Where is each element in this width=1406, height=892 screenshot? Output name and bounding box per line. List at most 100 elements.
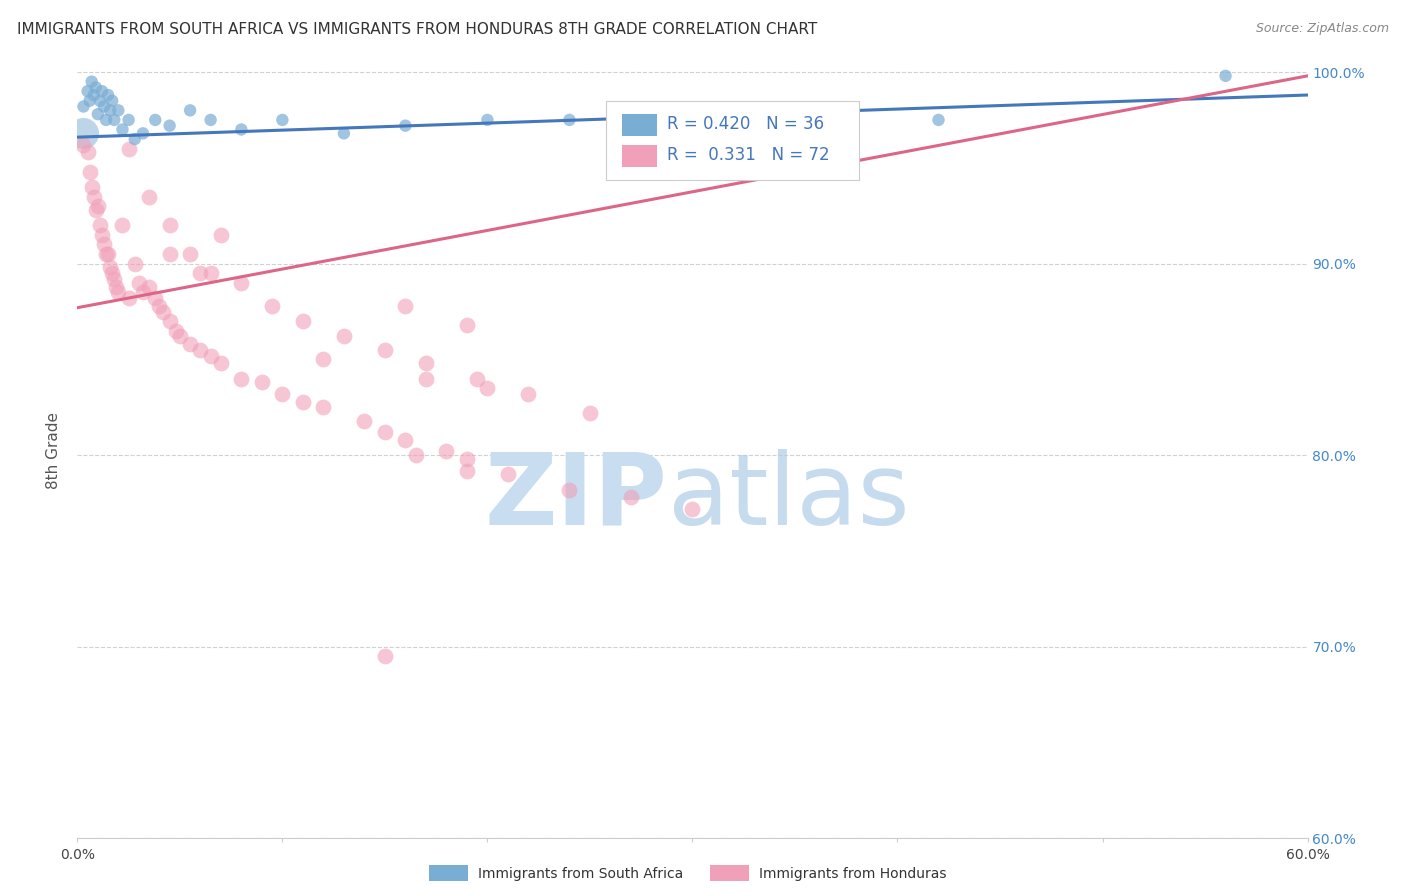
Point bbox=[436, 444, 458, 458]
Point bbox=[250, 376, 273, 390]
Point bbox=[159, 219, 181, 233]
Point bbox=[291, 394, 314, 409]
Point bbox=[353, 414, 375, 428]
Point bbox=[405, 448, 427, 462]
Text: R = 0.420   N = 36: R = 0.420 N = 36 bbox=[666, 115, 824, 133]
Point bbox=[742, 119, 765, 133]
Text: ZIP: ZIP bbox=[485, 449, 668, 546]
Bar bbox=[623, 114, 657, 136]
Point bbox=[159, 314, 181, 328]
Point bbox=[496, 467, 519, 482]
Point bbox=[117, 291, 139, 305]
Point bbox=[333, 329, 356, 343]
Point bbox=[87, 107, 110, 121]
Point bbox=[312, 401, 335, 415]
Point bbox=[111, 122, 134, 136]
Point bbox=[465, 371, 488, 385]
Point bbox=[179, 103, 201, 118]
Point bbox=[558, 483, 581, 497]
Point bbox=[72, 126, 94, 140]
Point bbox=[179, 337, 201, 351]
Point bbox=[107, 285, 129, 300]
Point bbox=[415, 356, 437, 370]
Point bbox=[79, 164, 101, 178]
Point bbox=[117, 142, 139, 156]
Point bbox=[374, 425, 396, 440]
Text: R =  0.331   N = 72: R = 0.331 N = 72 bbox=[666, 145, 830, 164]
Bar bbox=[623, 145, 657, 167]
Point bbox=[80, 74, 103, 88]
Point bbox=[333, 126, 356, 140]
Point bbox=[200, 349, 222, 363]
Point bbox=[271, 112, 294, 127]
Point bbox=[165, 324, 187, 338]
Point bbox=[517, 387, 540, 401]
Point bbox=[188, 343, 212, 357]
Point bbox=[143, 112, 166, 127]
Text: Source: ZipAtlas.com: Source: ZipAtlas.com bbox=[1256, 22, 1389, 36]
Point bbox=[94, 112, 117, 127]
Point bbox=[89, 94, 111, 108]
Point bbox=[152, 304, 174, 318]
Point bbox=[415, 371, 437, 385]
Point bbox=[682, 502, 704, 516]
Point bbox=[128, 276, 150, 290]
Point bbox=[477, 112, 499, 127]
Point bbox=[188, 266, 212, 280]
Point bbox=[231, 276, 253, 290]
Point bbox=[97, 88, 120, 103]
Point bbox=[79, 94, 101, 108]
Point bbox=[94, 247, 117, 261]
Point bbox=[132, 285, 155, 300]
Point bbox=[456, 452, 478, 467]
Point bbox=[138, 189, 160, 203]
Point bbox=[103, 272, 125, 286]
Point bbox=[72, 137, 94, 152]
Point bbox=[80, 180, 103, 194]
Point bbox=[374, 343, 396, 357]
Point bbox=[835, 112, 858, 127]
Point bbox=[90, 227, 114, 242]
Point bbox=[394, 119, 416, 133]
Point bbox=[579, 406, 602, 420]
Point bbox=[90, 84, 114, 98]
Point bbox=[928, 112, 950, 127]
Point bbox=[105, 279, 128, 293]
Point bbox=[231, 371, 253, 385]
Point bbox=[456, 318, 478, 332]
Point bbox=[98, 260, 121, 275]
Point bbox=[159, 247, 181, 261]
Point bbox=[456, 464, 478, 478]
Point bbox=[72, 99, 94, 113]
Point bbox=[394, 299, 416, 313]
Point bbox=[84, 202, 107, 217]
Point bbox=[271, 387, 294, 401]
Point bbox=[111, 219, 134, 233]
Point bbox=[83, 189, 105, 203]
Point bbox=[159, 119, 181, 133]
Point bbox=[101, 94, 124, 108]
Point bbox=[262, 299, 284, 313]
Point bbox=[103, 112, 125, 127]
Point bbox=[179, 247, 201, 261]
Point bbox=[394, 433, 416, 447]
Point bbox=[558, 112, 581, 127]
Point bbox=[138, 279, 160, 293]
Point bbox=[124, 257, 146, 271]
Point bbox=[620, 491, 643, 505]
Point bbox=[148, 299, 170, 313]
Point bbox=[83, 88, 105, 103]
Point bbox=[89, 219, 111, 233]
Point bbox=[640, 112, 662, 127]
Point bbox=[477, 381, 499, 395]
Point bbox=[209, 356, 232, 370]
Point bbox=[76, 145, 98, 160]
Point bbox=[209, 227, 232, 242]
Text: atlas: atlas bbox=[668, 449, 910, 546]
Point bbox=[200, 266, 222, 280]
Point bbox=[374, 649, 396, 664]
Point bbox=[124, 132, 146, 146]
Text: IMMIGRANTS FROM SOUTH AFRICA VS IMMIGRANTS FROM HONDURAS 8TH GRADE CORRELATION C: IMMIGRANTS FROM SOUTH AFRICA VS IMMIGRAN… bbox=[17, 22, 817, 37]
Point bbox=[76, 84, 98, 98]
Point bbox=[97, 247, 120, 261]
